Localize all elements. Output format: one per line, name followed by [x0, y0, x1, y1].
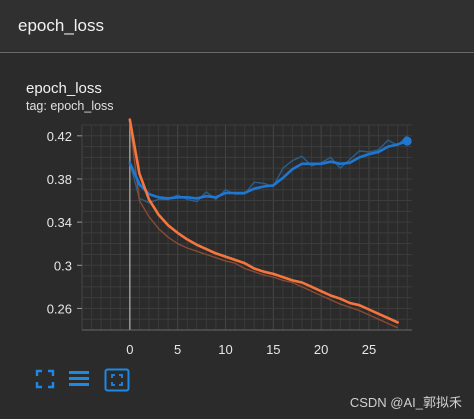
card-tag: tag: epoch_loss: [26, 99, 114, 113]
data-table-button[interactable]: [68, 368, 90, 390]
y-tick-label: 0.26: [47, 301, 72, 316]
series-end-marker-0: [402, 136, 412, 146]
series-line-0: [128, 139, 409, 200]
x-tick-label: 25: [362, 342, 376, 357]
x-tick-label: 20: [314, 342, 328, 357]
series-line-1: [128, 118, 399, 324]
fullscreen-icon: [35, 369, 55, 389]
x-tick-label: 10: [218, 342, 232, 357]
card-title: epoch_loss: [26, 80, 102, 97]
series-raw-line-1: [129, 122, 398, 329]
fullscreen-button[interactable]: [34, 368, 56, 390]
section-title: epoch_loss: [18, 16, 105, 35]
x-tick-label: 5: [174, 342, 181, 357]
y-tick-label: 0.3: [54, 258, 72, 273]
x-tick-label: 15: [266, 342, 280, 357]
y-tick-label: 0.42: [47, 129, 72, 144]
section-header: epoch_loss: [0, 0, 474, 53]
x-tick-label: 0: [126, 342, 133, 357]
fit-domain-icon: [104, 368, 130, 392]
fit-domain-button[interactable]: [104, 368, 130, 392]
y-tick-label: 0.38: [47, 172, 72, 187]
watermark: CSDN @AI_郭拟禾: [349, 395, 462, 410]
data-table-icon: [69, 371, 89, 386]
series-raw-line-0: [129, 135, 408, 204]
y-tick-label: 0.34: [47, 215, 72, 230]
